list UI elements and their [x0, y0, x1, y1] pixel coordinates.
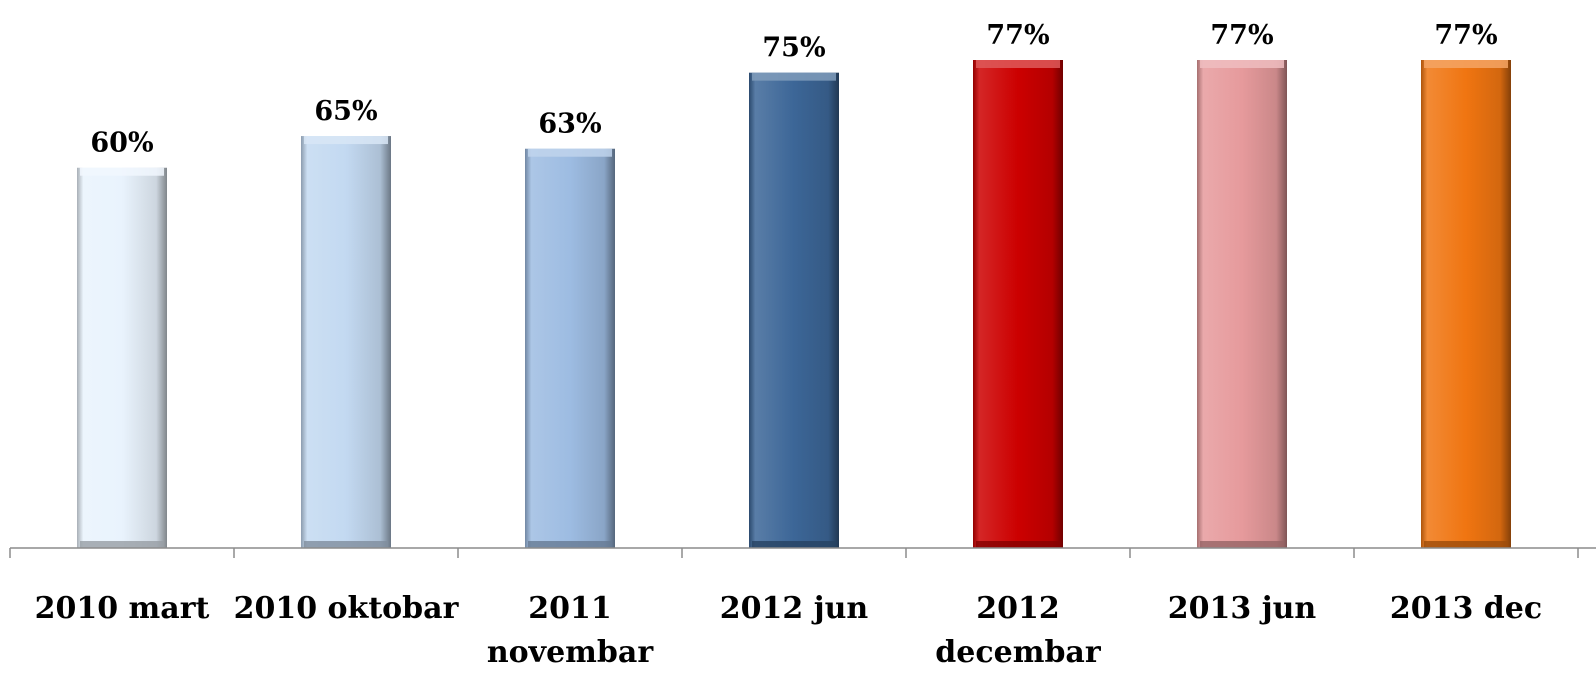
- category-label-0: 2010 mart: [35, 591, 210, 626]
- data-label-4: 77%: [986, 20, 1049, 51]
- bar-3: [749, 72, 839, 548]
- data-label-6: 77%: [1434, 20, 1497, 51]
- data-label-2: 63%: [538, 109, 601, 140]
- bar-top-bevel-3: [752, 72, 836, 81]
- data-label-0: 60%: [90, 128, 153, 159]
- category-label-6: 2013 dec: [1390, 591, 1542, 626]
- bar-bottom-bevel-3: [752, 541, 836, 548]
- bar-bottom-bevel-6: [1424, 541, 1508, 548]
- bar-0: [77, 167, 167, 548]
- bar-bottom-bevel-1: [304, 541, 388, 548]
- bar-5: [1197, 60, 1287, 548]
- bar-top-bevel-6: [1424, 60, 1508, 68]
- bar-bottom-bevel-4: [976, 541, 1060, 548]
- x-axis: [9, 547, 1596, 558]
- bar-top-bevel-1: [304, 136, 388, 145]
- bar-2: [525, 148, 615, 548]
- bar-top-bevel-0: [80, 167, 164, 176]
- category-label-1: 2010 oktobar: [234, 591, 460, 626]
- data-label-5: 77%: [1210, 20, 1273, 51]
- bar-1: [301, 136, 391, 548]
- data-label-3: 75%: [762, 33, 825, 64]
- bars-group: [77, 60, 1511, 548]
- bar-top-bevel-4: [976, 60, 1060, 68]
- bar-bottom-bevel-2: [528, 541, 612, 548]
- data-label-1: 65%: [314, 96, 377, 127]
- category-label-2: 2011 novembar: [487, 591, 654, 670]
- bar-top-bevel-2: [528, 148, 612, 157]
- bar-bottom-bevel-5: [1200, 541, 1284, 548]
- bar-top-bevel-5: [1200, 60, 1284, 68]
- bar-6: [1421, 60, 1511, 548]
- category-label-5: 2013 jun: [1168, 591, 1317, 626]
- bar-4: [973, 60, 1063, 548]
- category-label-3: 2012 jun: [720, 591, 869, 626]
- labels-group: 60% 2010 mart 65% 2010 oktobar 63% 2011 novemb…: [35, 20, 1543, 670]
- category-label-4: 2012 decembar: [935, 591, 1102, 670]
- bar-bottom-bevel-0: [80, 541, 164, 548]
